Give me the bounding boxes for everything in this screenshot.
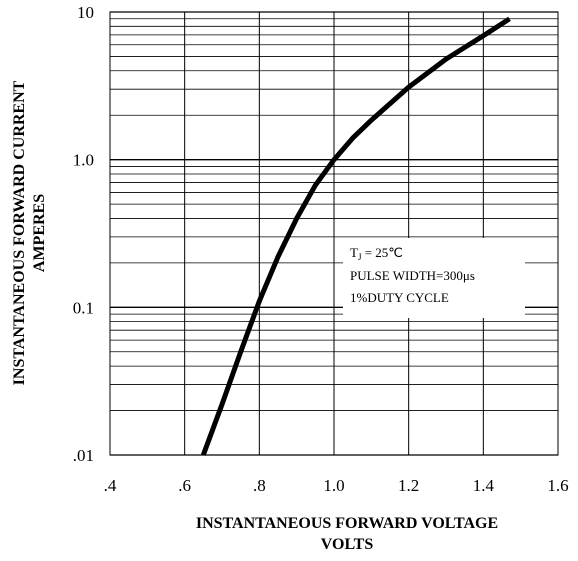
y-tick-label: 0.1	[73, 298, 94, 317]
x-tick-label: .6	[178, 476, 191, 495]
data-marks	[200, 16, 511, 456]
x-axis-title: INSTANTANEOUS FORWARD VOLTAGE	[196, 515, 498, 532]
tick-labels: .4 .6 .8 1.0 1.2 1.4 1.6 .01 0.1 1.0 10	[73, 3, 569, 495]
x-tick-label: 1.4	[473, 476, 495, 495]
annotation-background	[343, 238, 525, 318]
annotation-duty-cycle: 1%DUTY CYCLE	[350, 290, 449, 305]
x-tick-label: 1.6	[547, 476, 568, 495]
conditions-annotation: TJ = 25℃ PULSE WIDTH=300μs 1%DUTY CYCLE	[343, 238, 525, 318]
y-axis-title: INSTANTANEOUS FORWARD CURRENT	[11, 80, 28, 385]
x-tick-label: 1.0	[323, 476, 344, 495]
annotation-temperature: TJ = 25℃	[350, 245, 403, 262]
annotation-pulse-width: PULSE WIDTH=300μs	[350, 268, 475, 283]
y-tick-label: .01	[73, 446, 94, 465]
x-tick-label: .4	[104, 476, 117, 495]
x-tick-label: 1.2	[398, 476, 419, 495]
plot-frame	[109, 11, 559, 456]
grid-lines	[109, 11, 559, 456]
y-tick-label: 1.0	[73, 151, 94, 170]
axis-titles: INSTANTANEOUS FORWARD VOLTAGE VOLTS INSTAN…	[11, 80, 498, 553]
x-tick-label: .8	[253, 476, 266, 495]
y-tick-label: 10	[77, 3, 94, 22]
y-axis-unit: AMPERES	[31, 194, 48, 272]
x-axis-unit: VOLTS	[321, 536, 374, 553]
characteristic-curve	[200, 16, 511, 456]
